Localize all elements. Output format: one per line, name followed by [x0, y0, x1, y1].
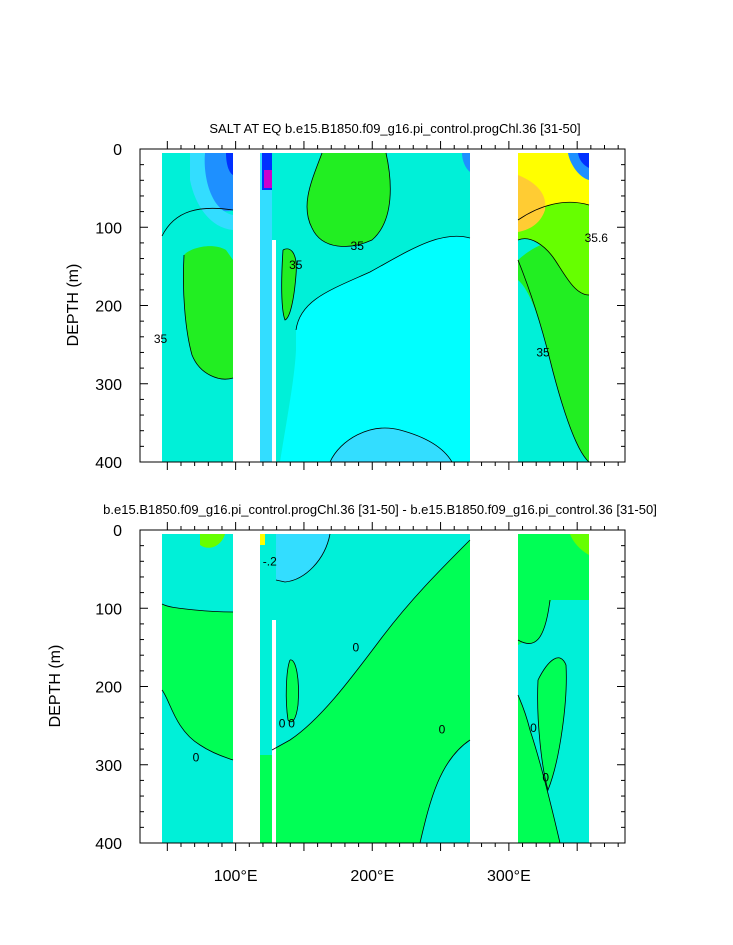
bottom-green-spot: [286, 659, 299, 722]
bottom-aqua-strip: [260, 534, 272, 755]
bottom-land-mask-1: [233, 530, 260, 843]
contour-label: 0: [542, 770, 549, 784]
contour-label: 0: [288, 716, 295, 730]
contour-label: 35.6: [585, 231, 609, 245]
bottom-contour-line: [285, 659, 299, 723]
contour-label: 0: [439, 723, 446, 737]
bottom-lime-corner: [570, 534, 589, 555]
top-deep-patch: [330, 428, 452, 462]
contour-label: 35: [154, 332, 168, 346]
top-contour-labels: 35 35 35 35 35.6: [154, 231, 608, 359]
bottom-aqua-central: [272, 534, 470, 750]
top-blue-strip: [260, 153, 272, 462]
top-contour-line: [281, 248, 297, 321]
y-tick-label: 0: [113, 523, 122, 540]
top-contour-line: [161, 207, 234, 237]
bottom-panel-title: b.e15.B1850.f09_g16.pi_control.progChl.3…: [103, 502, 657, 517]
bottom-contour-line: [517, 599, 551, 644]
top-blue-west-inner: [226, 153, 233, 175]
bottom-lime-spot: [200, 534, 225, 548]
top-contour-line: [182, 254, 234, 380]
bottom-atlantic-green-inner: [537, 657, 567, 790]
top-contour-fill: [161, 149, 590, 462]
bottom-land-mask-3: [272, 620, 276, 843]
contour-label: 0: [353, 640, 360, 654]
x-tick-label: 300°E: [487, 868, 531, 885]
x-tick-label: 100°E: [214, 868, 258, 885]
contour-label: 35: [351, 239, 365, 253]
bottom-contour-labels: -.200 000 00: [193, 554, 550, 784]
top-atlantic-dark-corner: [578, 153, 589, 168]
y-tick-label: 300: [95, 377, 122, 394]
top-axis-ticks: [140, 141, 625, 470]
y-tick-label: 200: [95, 299, 122, 316]
bottom-yellow-spot: [259, 534, 265, 545]
contour-label: -.2: [263, 554, 277, 568]
bottom-y-axis-label: DEPTH (m): [47, 645, 64, 728]
contour-label: 35: [289, 258, 303, 272]
bottom-aqua-west-upper: [162, 534, 233, 612]
contour-label: 0: [193, 751, 200, 765]
top-axis-tick-labels: 0 100 200 300 400: [95, 142, 122, 472]
top-contour-line: [306, 152, 391, 247]
y-tick-label: 100: [95, 220, 122, 237]
top-cyan-region: [296, 236, 470, 462]
top-east-pacific-blue: [462, 153, 470, 172]
y-tick-label: 200: [95, 680, 122, 697]
top-land-mask-1: [233, 149, 260, 462]
bottom-land-mask-2: [470, 530, 518, 843]
bottom-contour-line: [161, 603, 234, 613]
top-atlantic-orange: [518, 175, 546, 232]
contour-label: 0: [279, 716, 286, 730]
bottom-sky-patch: [276, 534, 330, 582]
top-atlantic-green: [518, 238, 589, 462]
bottom-contour-line: [537, 657, 567, 792]
contour-label: 0: [530, 721, 537, 735]
x-tick-label: 200°E: [350, 868, 394, 885]
top-panel-title: SALT AT EQ b.e15.B1850.f09_g16.pi_contro…: [209, 121, 580, 136]
bottom-aqua-west-deep: [162, 690, 233, 843]
y-tick-label: 100: [95, 601, 122, 618]
y-tick-label: 0: [113, 142, 122, 159]
bottom-aqua-lower-east: [420, 740, 470, 843]
top-y-axis-label: DEPTH (m): [65, 264, 82, 347]
top-contour-line: [517, 201, 590, 221]
top-magenta-spot: [264, 170, 272, 188]
top-contour-line: [517, 238, 590, 296]
top-land-mask-2: [470, 149, 518, 462]
bottom-green-strip: [260, 755, 272, 843]
bottom-panel: b.e15.B1850.f09_g16.pi_control.progChl.3…: [47, 502, 657, 885]
bottom-atlantic-green-top: [518, 597, 552, 645]
bottom-contour-fill: [161, 530, 589, 843]
top-contour-line: [295, 235, 471, 331]
top-sky-west: [190, 153, 233, 230]
top-panel: SALT AT EQ b.e15.B1850.f09_g16.pi_contro…: [65, 121, 626, 472]
top-contour-line: [517, 259, 590, 462]
top-green-west: [183, 246, 233, 380]
top-atlantic-lime: [518, 202, 589, 295]
bottom-axis-tick-labels: 0 100 200 300 400 100°E 200°E 300°E: [95, 523, 530, 885]
top-green-pool: [306, 153, 391, 247]
y-tick-label: 300: [95, 758, 122, 775]
bottom-contour-line: [161, 689, 234, 761]
bottom-axis-ticks: [140, 522, 625, 851]
bottom-contour-line: [419, 739, 471, 843]
bottom-contour-line: [271, 539, 471, 751]
contour-label: 35: [536, 345, 550, 359]
y-tick-label: 400: [95, 836, 122, 853]
top-contour-line: [329, 427, 453, 462]
top-land-mask-3: [272, 240, 276, 462]
top-cyan-region-2: [280, 330, 300, 462]
bottom-contour-line: [517, 694, 561, 843]
bottom-contour-line: [275, 533, 331, 583]
top-green-tongue: [281, 248, 297, 320]
y-tick-label: 400: [95, 455, 122, 472]
